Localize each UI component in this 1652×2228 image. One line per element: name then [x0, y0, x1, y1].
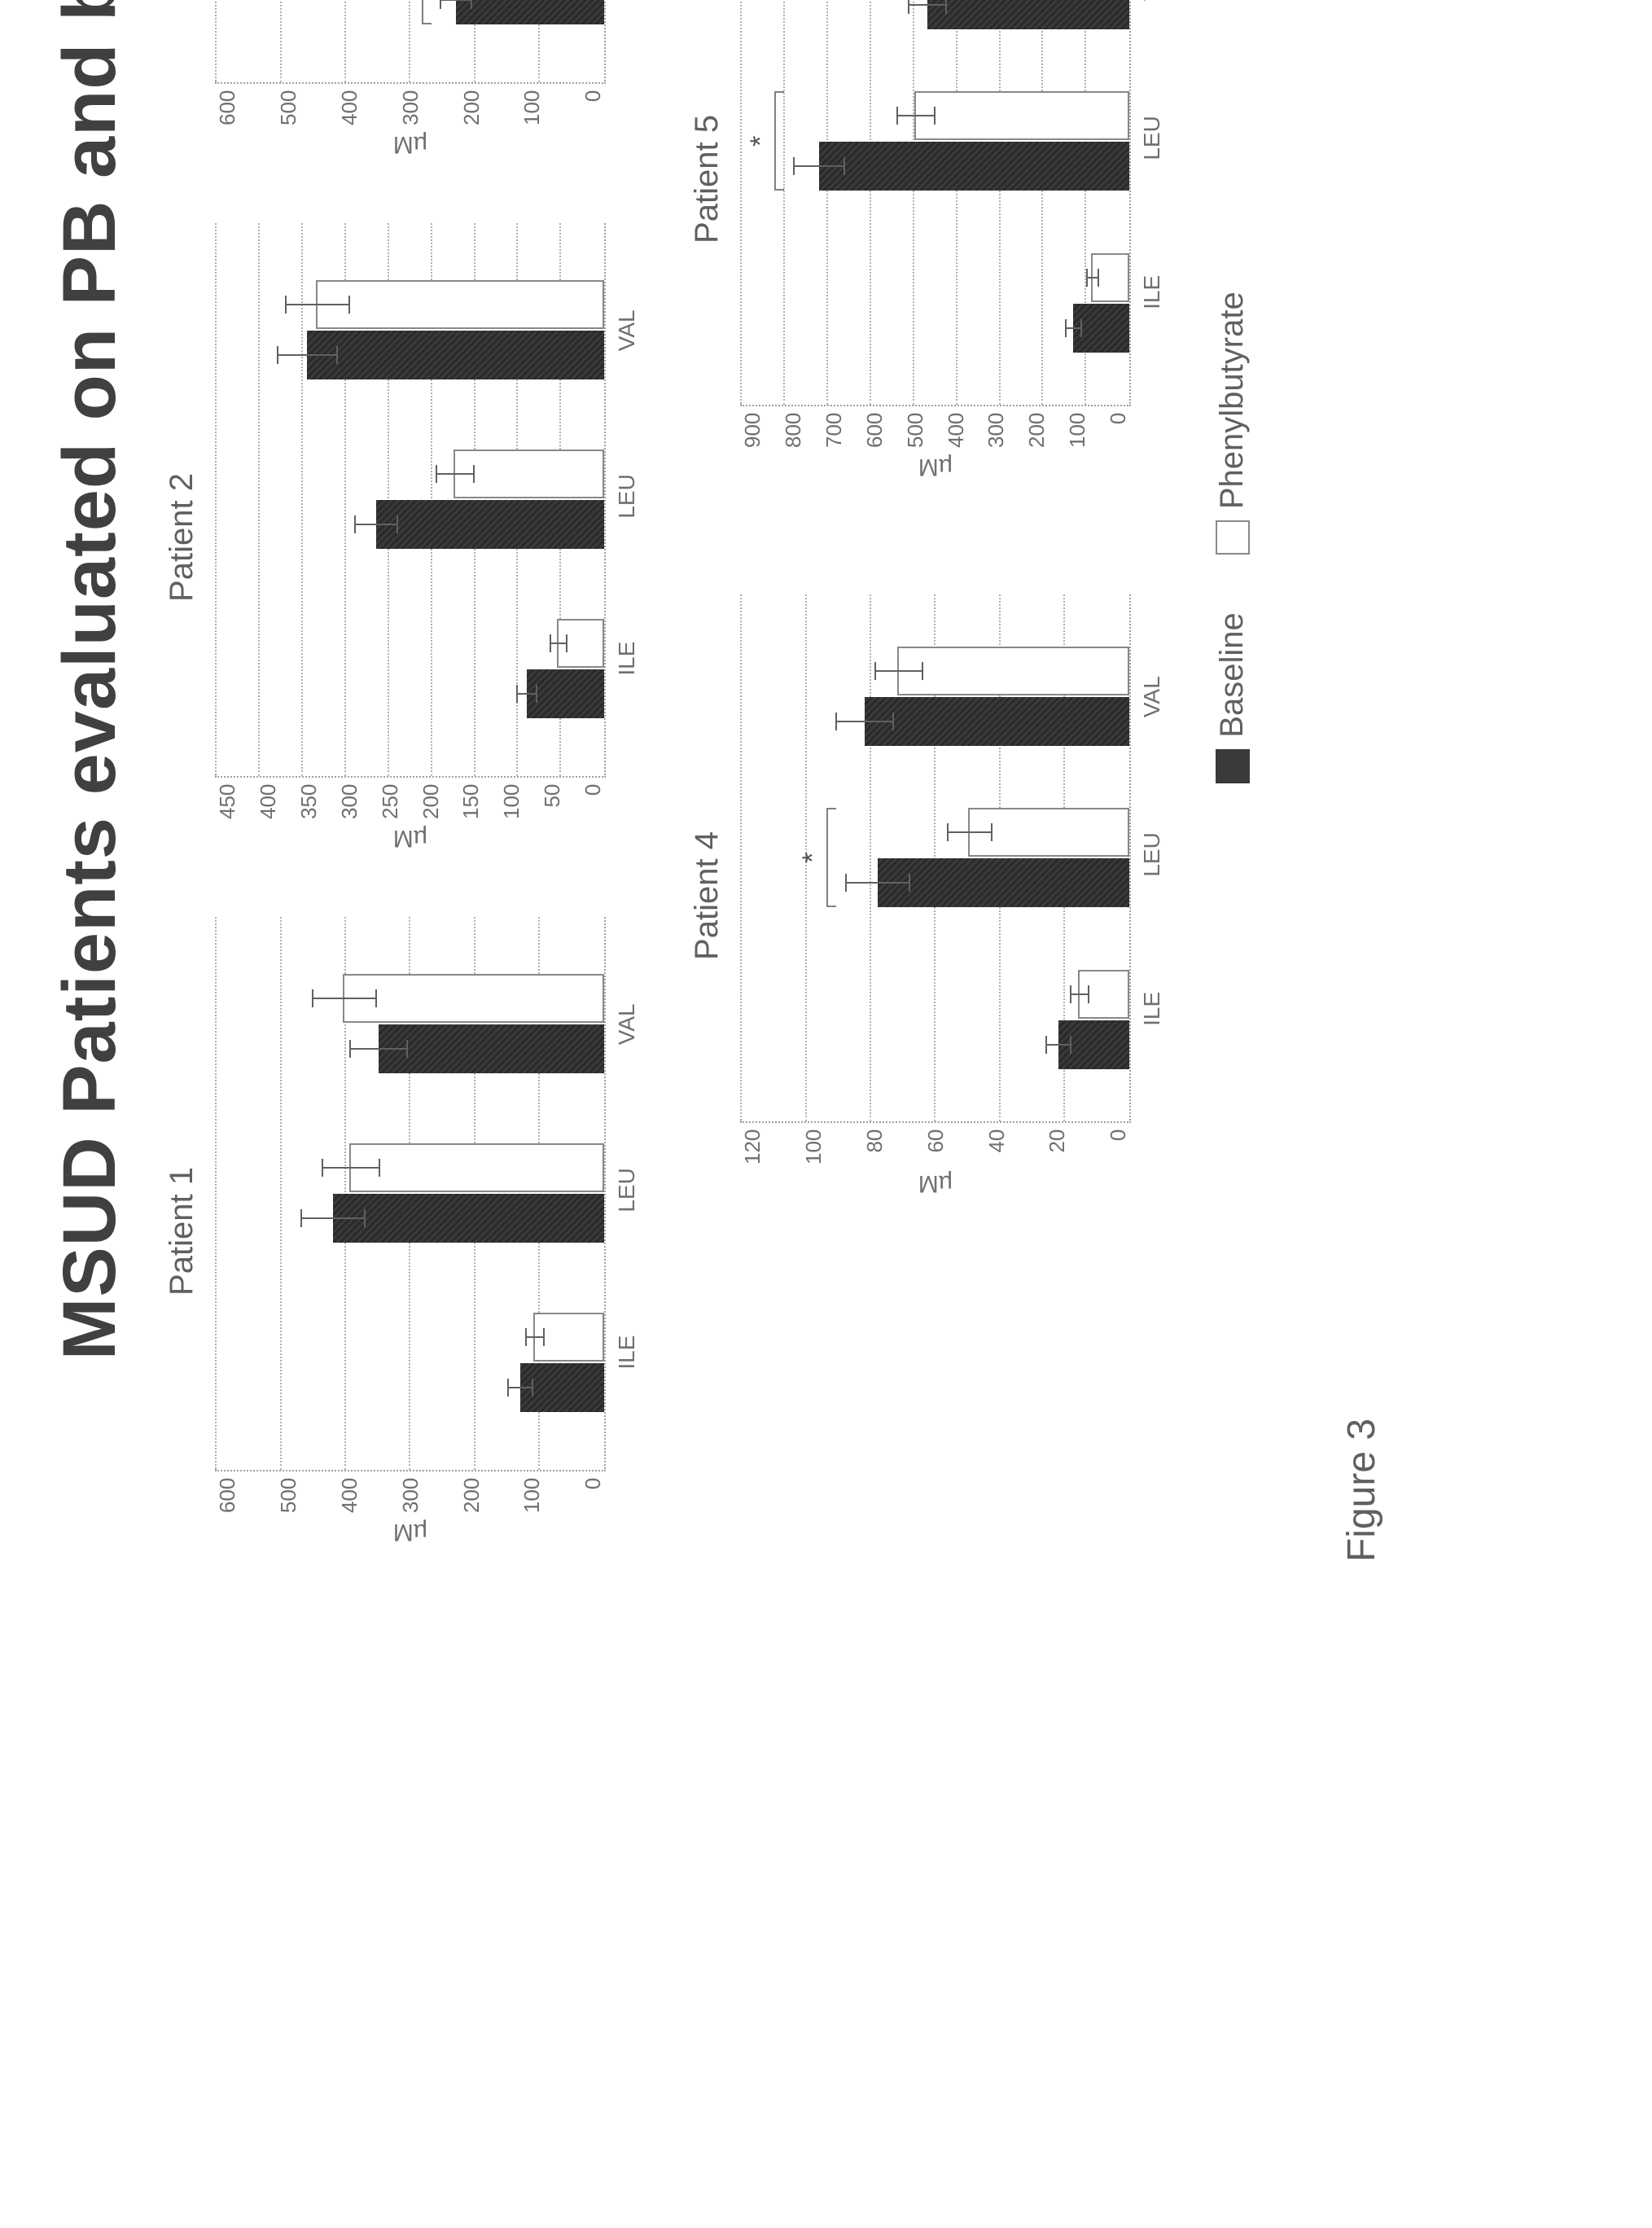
- chart-patient-4: Patient 4 µM120100806040200 * ILELEUVAL: [689, 594, 1165, 1197]
- chart-patient-3: Patient 3 µM6005004003002001000***ILELEUV…: [164, 0, 640, 158]
- bar-pb: [897, 647, 1130, 695]
- bar-pb: [914, 91, 1129, 140]
- bar-pair-leu: *: [742, 91, 1129, 191]
- bar-pair-leu: [217, 450, 604, 549]
- bar-baseline: [527, 669, 604, 718]
- swatch-pb: [1216, 520, 1250, 555]
- chart-patient-2: Patient 2 µM450400350300250200150100500IL…: [164, 223, 640, 852]
- legend-pb: Phenylbutyrate: [1214, 292, 1251, 555]
- y-axis-label: µM: [215, 125, 606, 158]
- bar-baseline: [865, 697, 1129, 746]
- bar-pb: [454, 450, 604, 498]
- swatch-baseline: [1216, 749, 1250, 783]
- y-axis-label: µM: [740, 448, 1131, 480]
- bar-baseline: [376, 500, 604, 549]
- bar-pb: [1091, 253, 1130, 302]
- bar-pair-ile: [217, 619, 604, 718]
- chart-title: Patient 3: [164, 0, 200, 158]
- bar-pb: [968, 808, 1129, 857]
- bar-pb: [1078, 970, 1129, 1019]
- bar-pair-val: [742, 0, 1129, 29]
- bar-pb: [557, 619, 604, 668]
- chart-title: Patient 1: [164, 917, 200, 1546]
- bar-pair-val: [217, 280, 604, 379]
- plot-area: ***: [215, 0, 606, 84]
- y-axis-ticks: 120100806040200: [740, 1123, 1131, 1164]
- plot-area: [215, 917, 606, 1471]
- y-axis-ticks: 450400350300250200150100500: [215, 778, 606, 819]
- y-axis-label: µM: [215, 1513, 606, 1546]
- bar-baseline: [333, 1194, 604, 1243]
- bar-baseline: [819, 142, 1129, 191]
- bar-pair-ile: [217, 1313, 604, 1412]
- chart-grid: Patient 1µM6005004003002001000ILELEUVALP…: [164, 0, 1165, 1578]
- bar-baseline: [1073, 304, 1129, 353]
- bar-pb: [316, 280, 604, 329]
- bar-pair-val: [742, 647, 1129, 746]
- bar-baseline: [456, 0, 604, 24]
- y-axis-ticks: 9008007006005004003002001000: [740, 406, 1131, 448]
- bar-baseline: [379, 1024, 605, 1073]
- chart-title: Patient 4: [689, 594, 725, 1197]
- bar-baseline: [878, 858, 1129, 907]
- bar-pair-ile: [742, 970, 1129, 1069]
- x-axis-labels: ILELEUVAL: [1131, 0, 1165, 391]
- chart-title: Patient 2: [164, 223, 200, 852]
- bar-pb: [533, 1313, 604, 1362]
- plot-area: *: [740, 0, 1131, 406]
- legend-pb-label: Phenylbutyrate: [1214, 292, 1251, 509]
- bar-pair-ile: *: [217, 0, 604, 24]
- chart-patient-1: Patient 1 µM6005004003002001000ILELEUVAL: [164, 917, 640, 1546]
- bar-baseline: [520, 1363, 604, 1412]
- x-axis-labels: ILELEUVAL: [606, 917, 640, 1456]
- plot-area: [215, 223, 606, 778]
- bar-pair-leu: *: [742, 808, 1129, 907]
- y-axis-ticks: 6005004003002001000: [215, 84, 606, 125]
- significance-marker: *: [797, 853, 829, 863]
- chart-title: Patient 5: [689, 0, 725, 480]
- bar-pb: [343, 974, 604, 1023]
- page-title: MSUD Patients evaluated on PB and baseli…: [49, 0, 131, 1578]
- chart-row-2: Patient 4µM120100806040200*ILELEUVALPati…: [689, 0, 1165, 1546]
- y-axis-label: µM: [215, 819, 606, 852]
- figure-label: Figure 3: [1339, 0, 1384, 1562]
- bar-baseline: [1058, 1020, 1129, 1069]
- bar-pair-ile: [742, 253, 1129, 353]
- bar-pair-val: [217, 974, 604, 1073]
- legend-baseline-label: Baseline: [1214, 612, 1251, 737]
- x-axis-labels: ILELEUVAL: [1131, 594, 1165, 1107]
- legend-baseline: Baseline: [1214, 612, 1251, 783]
- chart-patient-5: Patient 5 µM9008007006005004003002001000 *…: [689, 0, 1165, 480]
- x-axis-labels: ILELEUVAL: [606, 223, 640, 762]
- legend: Baseline Phenylbutyrate: [1214, 0, 1258, 1578]
- bar-pb: [349, 1143, 604, 1192]
- y-axis-ticks: 6005004003002001000: [215, 1471, 606, 1513]
- plot-area: *: [740, 594, 1131, 1123]
- y-axis-label: µM: [740, 1164, 1131, 1197]
- bar-baseline: [307, 331, 604, 379]
- bar-pair-leu: [217, 1143, 604, 1243]
- x-axis-labels: ILELEUVAL: [606, 0, 640, 68]
- bar-baseline: [927, 0, 1130, 29]
- significance-marker: *: [745, 136, 777, 147]
